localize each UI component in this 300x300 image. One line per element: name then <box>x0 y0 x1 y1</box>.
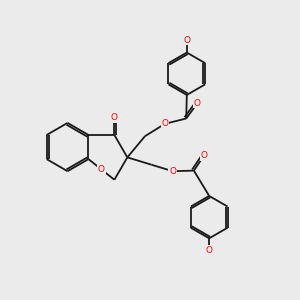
Text: O: O <box>201 151 208 160</box>
Text: O: O <box>194 99 201 108</box>
Text: O: O <box>183 36 190 45</box>
Text: O: O <box>161 119 169 128</box>
Text: O: O <box>206 246 213 255</box>
Text: O: O <box>111 113 118 122</box>
Text: O: O <box>98 165 105 174</box>
Text: O: O <box>169 167 176 176</box>
